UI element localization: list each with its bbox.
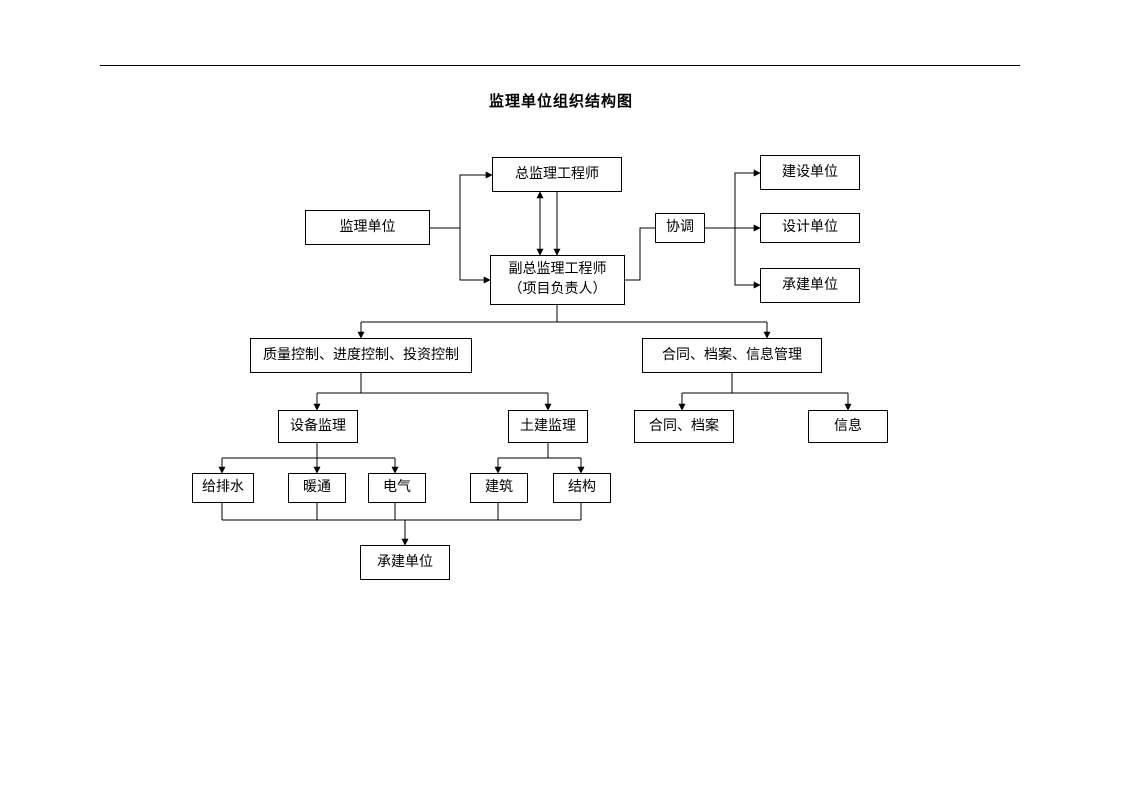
- node-architecture: 建筑: [470, 473, 528, 503]
- node-equipment-sup: 设备监理: [278, 410, 358, 443]
- node-plumbing: 给排水: [192, 473, 254, 503]
- node-quality-control: 质量控制、进度控制、投资控制: [250, 338, 472, 373]
- node-information: 信息: [808, 410, 888, 443]
- node-builder-2: 承建单位: [360, 545, 450, 580]
- node-civil-sup: 土建监理: [508, 410, 588, 443]
- node-electrical: 电气: [368, 473, 426, 503]
- page: { "diagram": { "title": "监理单位组织结构图", "ty…: [0, 0, 1122, 793]
- node-chief-engineer: 总监理工程师: [492, 157, 622, 192]
- node-deputy-engineer: 副总监理工程师 （项目负责人）: [490, 255, 625, 305]
- node-info-mgmt: 合同、档案、信息管理: [642, 338, 822, 373]
- node-hvac: 暖通: [288, 473, 346, 503]
- node-contract-archive: 合同、档案: [634, 410, 734, 443]
- diagram-title: 监理单位组织结构图: [0, 90, 1122, 111]
- node-coordinate: 协调: [655, 213, 705, 243]
- edges-layer: [0, 0, 1122, 793]
- node-design-unit: 设计单位: [760, 213, 860, 243]
- top-rule: [100, 65, 1020, 66]
- node-supervision-unit: 监理单位: [305, 210, 430, 245]
- node-builder-1: 承建单位: [760, 268, 860, 303]
- node-structure: 结构: [553, 473, 611, 503]
- node-construction-client: 建设单位: [760, 155, 860, 190]
